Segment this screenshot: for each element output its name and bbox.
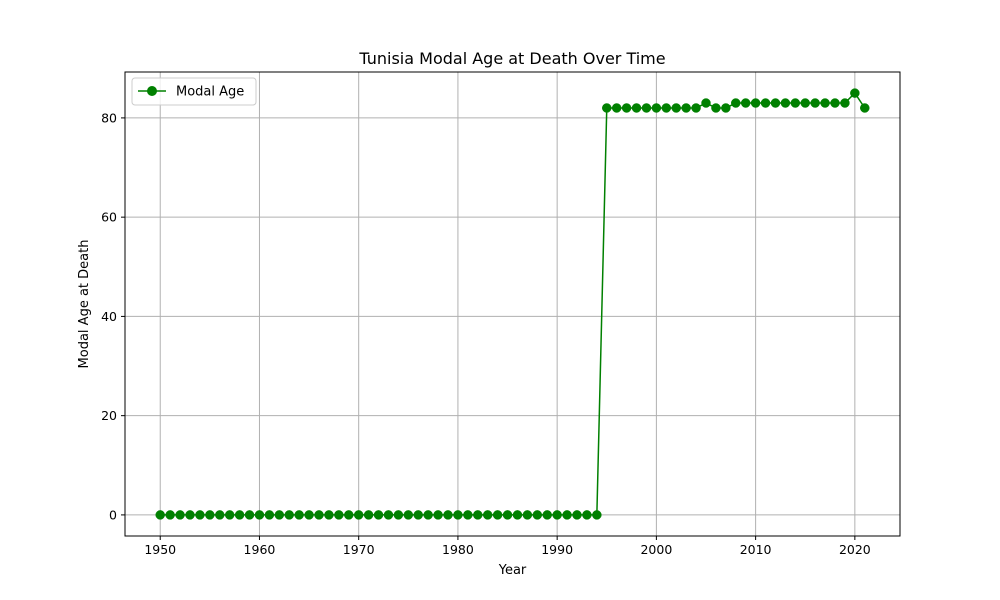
- data-point: [780, 98, 791, 108]
- data-point: [701, 98, 711, 108]
- legend-box: [131, 77, 257, 106]
- data-point: [532, 510, 543, 520]
- data-point: [244, 510, 255, 520]
- x-tick-label: 1950: [144, 542, 176, 557]
- y-tick-label: 60: [101, 210, 117, 225]
- data-point: [661, 103, 672, 113]
- data-point: [155, 510, 165, 520]
- data-point: [582, 510, 592, 520]
- x-tick-label: 1990: [541, 542, 573, 557]
- data-point: [284, 510, 294, 520]
- data-point: [344, 510, 354, 520]
- data-point: [502, 510, 513, 520]
- data-point: [840, 98, 850, 108]
- data-point: [721, 103, 731, 113]
- data-point: [592, 510, 602, 520]
- x-tick-label: 1960: [244, 542, 276, 557]
- x-tick-label: 2010: [740, 542, 772, 557]
- data-point: [770, 98, 781, 108]
- data-point: [542, 510, 552, 520]
- data-point: [820, 98, 830, 108]
- data-point: [830, 98, 840, 108]
- y-tick-label: 20: [101, 408, 117, 423]
- data-point: [165, 510, 175, 520]
- data-point: [473, 510, 483, 520]
- chart-title: Tunisia Modal Age at Death Over Time: [358, 49, 665, 68]
- data-point: [185, 510, 195, 520]
- data-point: [205, 510, 215, 520]
- data-point: [443, 510, 453, 520]
- data-point: [492, 510, 503, 520]
- data-point: [860, 103, 870, 113]
- data-point: [294, 510, 304, 520]
- data-point: [611, 103, 622, 113]
- data-point: [512, 510, 523, 520]
- series-layer: [155, 88, 870, 520]
- data-point: [572, 510, 582, 520]
- data-point: [641, 103, 652, 113]
- data-point: [304, 510, 314, 520]
- data-point: [423, 510, 433, 520]
- legend-entry-modal-age: Modal Age: [176, 85, 244, 100]
- data-point: [264, 510, 275, 520]
- data-point: [482, 510, 493, 520]
- x-axis-label: Year: [498, 563, 527, 578]
- data-point: [681, 103, 691, 113]
- legend-marker-swatch: [147, 86, 157, 96]
- data-point: [800, 98, 810, 108]
- data-point: [760, 98, 771, 108]
- axis-ticks: 1950 1960 1970 1980 1990 2000 2010 2020 0 20 40 60 8…: [101, 110, 871, 557]
- data-point: [334, 510, 344, 520]
- data-point: [353, 510, 364, 520]
- data-point: [850, 88, 860, 98]
- data-point: [453, 510, 463, 520]
- data-point: [790, 98, 801, 108]
- data-point: [562, 510, 572, 520]
- data-point: [711, 103, 721, 113]
- x-tick-label: 1970: [343, 542, 375, 557]
- y-tick-label: 0: [109, 507, 117, 522]
- x-tick-label: 1980: [442, 542, 474, 557]
- data-point: [254, 510, 265, 520]
- data-point: [731, 98, 741, 108]
- data-point: [234, 510, 245, 520]
- data-point: [463, 510, 473, 520]
- data-point: [651, 103, 662, 113]
- data-point: [274, 510, 285, 520]
- data-point: [195, 510, 205, 520]
- data-point: [433, 510, 443, 520]
- data-point: [224, 510, 235, 520]
- y-axis-label: Modal Age at Death: [77, 240, 92, 369]
- y-tick-label: 80: [101, 110, 117, 125]
- data-point: [810, 98, 820, 108]
- data-point: [373, 510, 384, 520]
- data-point: [602, 103, 612, 113]
- x-tick-label: 2000: [640, 542, 672, 557]
- data-point: [413, 510, 423, 520]
- x-tick-label: 2020: [839, 542, 871, 557]
- data-point: [522, 510, 533, 520]
- data-point: [383, 510, 394, 520]
- plot-area-frame: [124, 71, 901, 537]
- data-point: [324, 510, 334, 520]
- data-point: [631, 103, 642, 113]
- data-point: [363, 510, 374, 520]
- data-point: [175, 510, 185, 520]
- data-point: [740, 98, 751, 108]
- data-point: [314, 510, 324, 520]
- data-point: [621, 103, 632, 113]
- data-point: [215, 510, 225, 520]
- data-point: [671, 103, 681, 113]
- data-point: [403, 510, 414, 520]
- data-point: [691, 103, 701, 113]
- data-point: [393, 510, 404, 520]
- legend: Modal Age: [131, 77, 257, 106]
- data-point: [750, 98, 761, 108]
- y-tick-label: 40: [101, 309, 117, 324]
- data-point: [552, 510, 562, 520]
